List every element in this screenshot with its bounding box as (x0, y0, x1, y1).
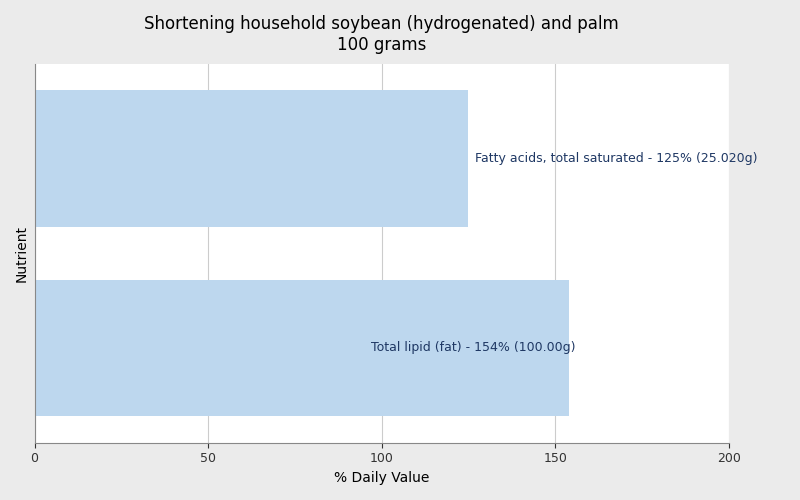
Bar (34, 280, 569, 416)
Y-axis label: Nutrient: Nutrient (15, 224, 29, 281)
X-axis label: % Daily Value: % Daily Value (334, 471, 430, 485)
Text: Total lipid (fat) - 154% (100.00g): Total lipid (fat) - 154% (100.00g) (371, 342, 576, 354)
Bar (34, 90, 469, 226)
Title: Shortening household soybean (hydrogenated) and palm
100 grams: Shortening household soybean (hydrogenat… (144, 15, 619, 54)
Text: Fatty acids, total saturated - 125% (25.020g): Fatty acids, total saturated - 125% (25.… (475, 152, 758, 165)
